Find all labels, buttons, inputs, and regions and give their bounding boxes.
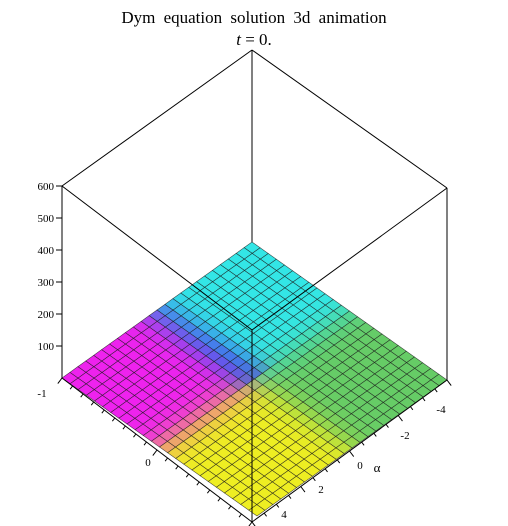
time-value: = 0. xyxy=(245,30,272,49)
alpha-axis-tick-label: 2 xyxy=(318,484,324,496)
left-axis-tick xyxy=(90,401,95,406)
surface xyxy=(61,241,448,517)
left-axis-tick xyxy=(143,441,147,446)
alpha-axis-tick-label: -4 xyxy=(436,404,446,416)
alpha-axis-tick xyxy=(422,397,426,402)
alpha-axis-label: α xyxy=(374,460,381,475)
left-axis-tick xyxy=(196,481,200,486)
box-edge-top-back-right xyxy=(251,49,448,189)
alpha-axis-tick xyxy=(324,468,328,473)
chart-title: Dym equation solution 3d animation xyxy=(121,8,387,27)
left-axis-tick xyxy=(228,505,232,510)
left-axis-tick xyxy=(238,513,242,518)
left-axis-tick xyxy=(57,377,63,384)
alpha-axis-tick xyxy=(275,503,280,508)
alpha-axis-tick-label: 4 xyxy=(281,509,287,521)
alpha-axis-tick xyxy=(300,486,306,493)
chart-subtitle: t = 0. xyxy=(0,30,508,50)
left-axis-tick xyxy=(122,425,126,430)
alpha-axis-tick xyxy=(251,521,256,526)
alpha-axis-tick xyxy=(434,388,438,393)
z-tick-label: 100 xyxy=(38,341,55,353)
z-tick-label: 300 xyxy=(38,277,55,289)
axes: 100 200 300 400 500 600 -1 0 -4 -2 0 2 4 α xyxy=(37,181,452,526)
left-axis-tick-label: -1 xyxy=(37,388,46,400)
alpha-axis-tick xyxy=(361,441,365,446)
alpha-axis-tick xyxy=(312,477,316,482)
z-tick-label: 200 xyxy=(38,309,55,321)
alpha-axis-tick xyxy=(373,432,377,437)
left-axis-tick xyxy=(164,457,168,462)
left-axis-tick xyxy=(69,385,73,390)
alpha-axis-tick-label: -2 xyxy=(400,430,409,442)
alpha-axis-tick xyxy=(263,512,267,517)
alpha-axis-tick xyxy=(336,459,341,464)
left-axis-tick xyxy=(133,433,137,438)
alpha-axis-tick xyxy=(349,450,355,457)
time-variable: t xyxy=(236,30,241,49)
alpha-axis-tick xyxy=(288,495,292,499)
alpha-axis-tick xyxy=(410,406,414,411)
alpha-axis-tick xyxy=(397,415,403,422)
left-axis-tick xyxy=(217,497,221,502)
left-axis-tick xyxy=(101,409,105,414)
left-axis-tick xyxy=(111,417,116,422)
z-tick-label: 600 xyxy=(38,181,55,193)
left-axis-tick xyxy=(80,393,84,398)
left-axis-tick xyxy=(206,489,211,494)
z-tick-label: 400 xyxy=(38,245,55,257)
left-axis-tick xyxy=(152,449,158,456)
alpha-axis-tick xyxy=(446,379,452,386)
left-axis-tick-label: 0 xyxy=(145,457,151,469)
left-axis-tick xyxy=(185,473,190,478)
box-edge-top-back-left xyxy=(61,49,253,187)
box-edge-top-front-right xyxy=(251,187,448,331)
alpha-axis-tick xyxy=(385,424,389,428)
box-edge-top-front-left xyxy=(61,185,253,331)
left-axis-tick xyxy=(175,465,179,470)
alpha-axis-tick-label: 0 xyxy=(357,460,363,472)
left-axis-tick xyxy=(248,521,253,526)
z-tick-label: 500 xyxy=(38,213,55,225)
